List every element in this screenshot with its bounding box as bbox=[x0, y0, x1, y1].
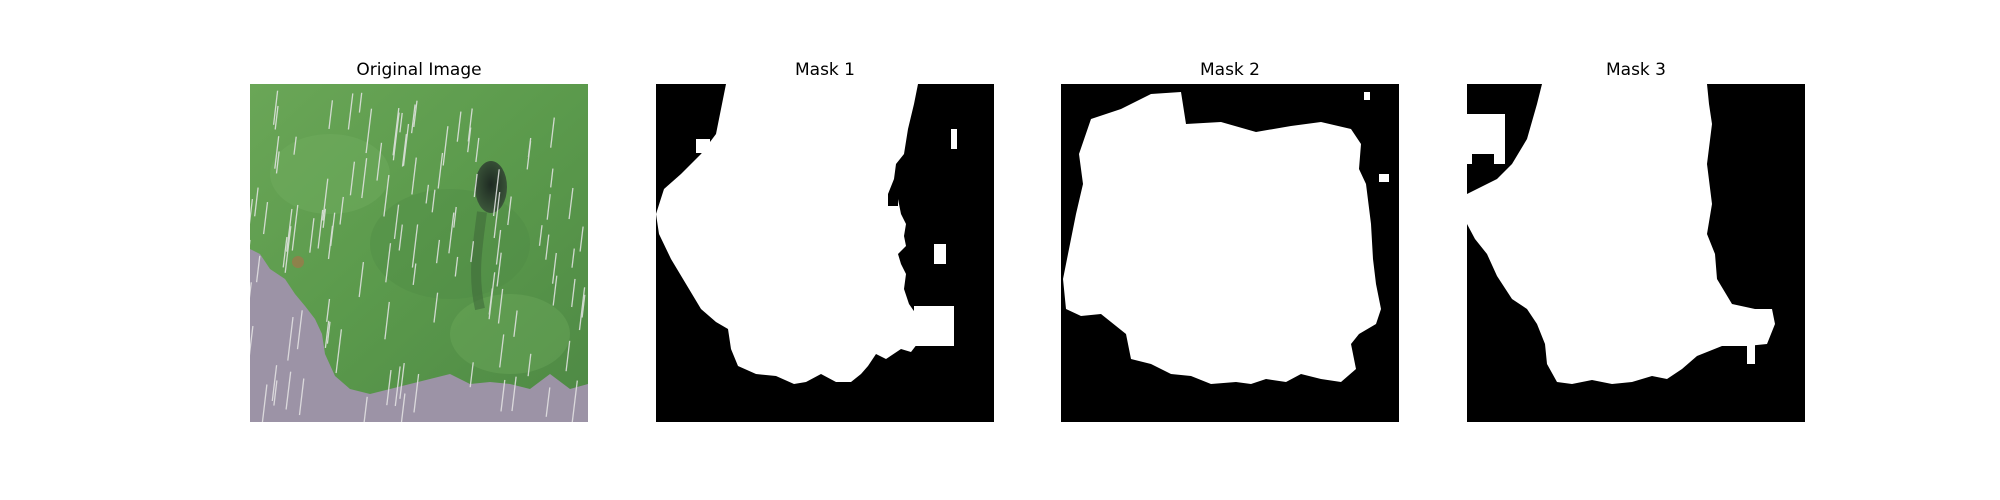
original-image-graphic bbox=[250, 84, 588, 422]
mask-speck bbox=[1537, 149, 1567, 169]
mask-speck bbox=[951, 129, 957, 149]
panel-title-original-image: Original Image bbox=[250, 60, 588, 80]
mask-speck bbox=[1364, 92, 1370, 100]
panel-title-mask-3: Mask 3 bbox=[1467, 60, 1805, 80]
mask-speck bbox=[696, 139, 710, 153]
mask-speck bbox=[934, 244, 946, 264]
leaf-texture bbox=[450, 294, 570, 374]
mask-hole bbox=[888, 194, 898, 206]
mask-3-graphic bbox=[1467, 84, 1805, 422]
mask-3-image bbox=[1467, 84, 1805, 422]
original-image bbox=[250, 84, 588, 422]
mask-2-image bbox=[1061, 84, 1399, 422]
mask-1-graphic bbox=[656, 84, 994, 422]
leaf-texture bbox=[270, 134, 390, 214]
mask-2-graphic bbox=[1061, 84, 1399, 422]
panel-title-mask-2: Mask 2 bbox=[1061, 60, 1399, 80]
mask-speck bbox=[1299, 194, 1307, 208]
brown-spot bbox=[292, 256, 304, 268]
mask-speck bbox=[1747, 339, 1755, 364]
mask-speck bbox=[914, 306, 954, 346]
disease-spot bbox=[475, 161, 507, 213]
mask-1-image bbox=[656, 84, 994, 422]
leaf-vein bbox=[476, 212, 482, 309]
mask-hole bbox=[1472, 154, 1494, 168]
panel-title-mask-1: Mask 1 bbox=[656, 60, 994, 80]
mask-speck bbox=[1379, 174, 1389, 182]
